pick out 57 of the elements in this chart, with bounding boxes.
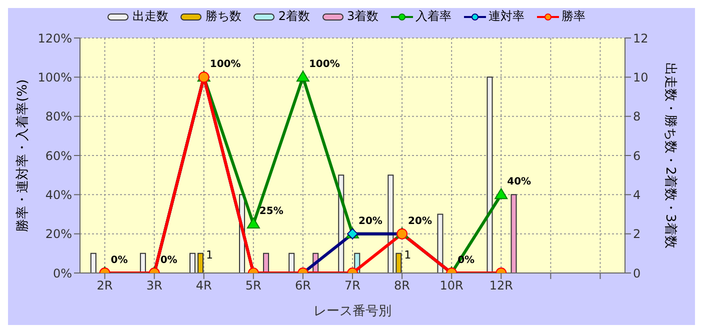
x-tick-label: 2R: [96, 278, 113, 293]
data-label: 0%: [160, 255, 178, 266]
y-tick-label: 60%: [45, 148, 72, 163]
y-axis-title: 勝率・連対率・入着率(%): [14, 79, 31, 232]
y-tick-label: 40%: [45, 188, 72, 202]
x-tick-label: 4R: [196, 278, 212, 293]
data-label: 0%: [110, 255, 128, 266]
y-tick-label: 100%: [38, 70, 72, 84]
x-tick-label: 12R: [489, 278, 513, 293]
data-label: 1: [206, 248, 213, 262]
x-tick-label: 7R: [344, 278, 360, 293]
data-label: 40%: [507, 176, 532, 188]
legend-label: 出走数: [132, 8, 168, 25]
bar: [197, 252, 204, 273]
x-tick-label: 3R: [146, 278, 162, 293]
bar: [388, 174, 394, 273]
y2-tick-label: 12: [633, 31, 648, 46]
x-tick-label: 5R: [245, 278, 262, 293]
data-label: 100%: [308, 59, 340, 70]
y-tick-label: 0%: [52, 266, 72, 280]
y-tick-label: 80%: [45, 110, 72, 124]
y2-tick-label: 8: [633, 110, 641, 124]
legend-label: 3着数: [347, 8, 379, 25]
y2-tick-label: 2: [633, 227, 641, 242]
legend-label: 入着率: [416, 8, 452, 25]
point: [494, 188, 508, 200]
y2-axis-title: 出走数・勝ち数・2着数・3着数: [662, 62, 678, 248]
x-tick-label: 8R: [394, 278, 410, 293]
bar: [189, 252, 196, 273]
data-label: 1: [404, 248, 412, 262]
data-label: 25%: [259, 206, 284, 218]
data-label: 20%: [408, 216, 432, 227]
bar: [140, 252, 146, 273]
bar: [396, 252, 402, 273]
legend-label: 勝率: [562, 8, 586, 25]
legend-label: 連対率: [488, 8, 525, 25]
point: [296, 70, 310, 82]
bar: [263, 252, 270, 273]
legend-label: 2着数: [278, 8, 310, 25]
legend-label: 勝ち数: [205, 8, 242, 25]
y2-tick-label: 4: [633, 188, 641, 202]
bar: [486, 76, 493, 273]
bar: [288, 252, 295, 273]
y2-tick-label: 6: [633, 148, 641, 163]
y-tick-label: 120%: [38, 31, 72, 46]
bar: [437, 214, 444, 273]
y2-tick-label: 0: [633, 266, 641, 280]
data-label: 20%: [358, 216, 382, 227]
x-axis-title: レース番号別: [314, 304, 392, 319]
point: [246, 218, 260, 229]
x-tick-label: 6R: [294, 278, 311, 293]
data-label: 100%: [210, 59, 241, 70]
x-tick-label: 10R: [440, 278, 464, 293]
bar: [90, 252, 96, 273]
y2-tick-label: 10: [633, 70, 648, 84]
bar: [510, 194, 517, 273]
y-tick-label: 20%: [45, 227, 72, 242]
